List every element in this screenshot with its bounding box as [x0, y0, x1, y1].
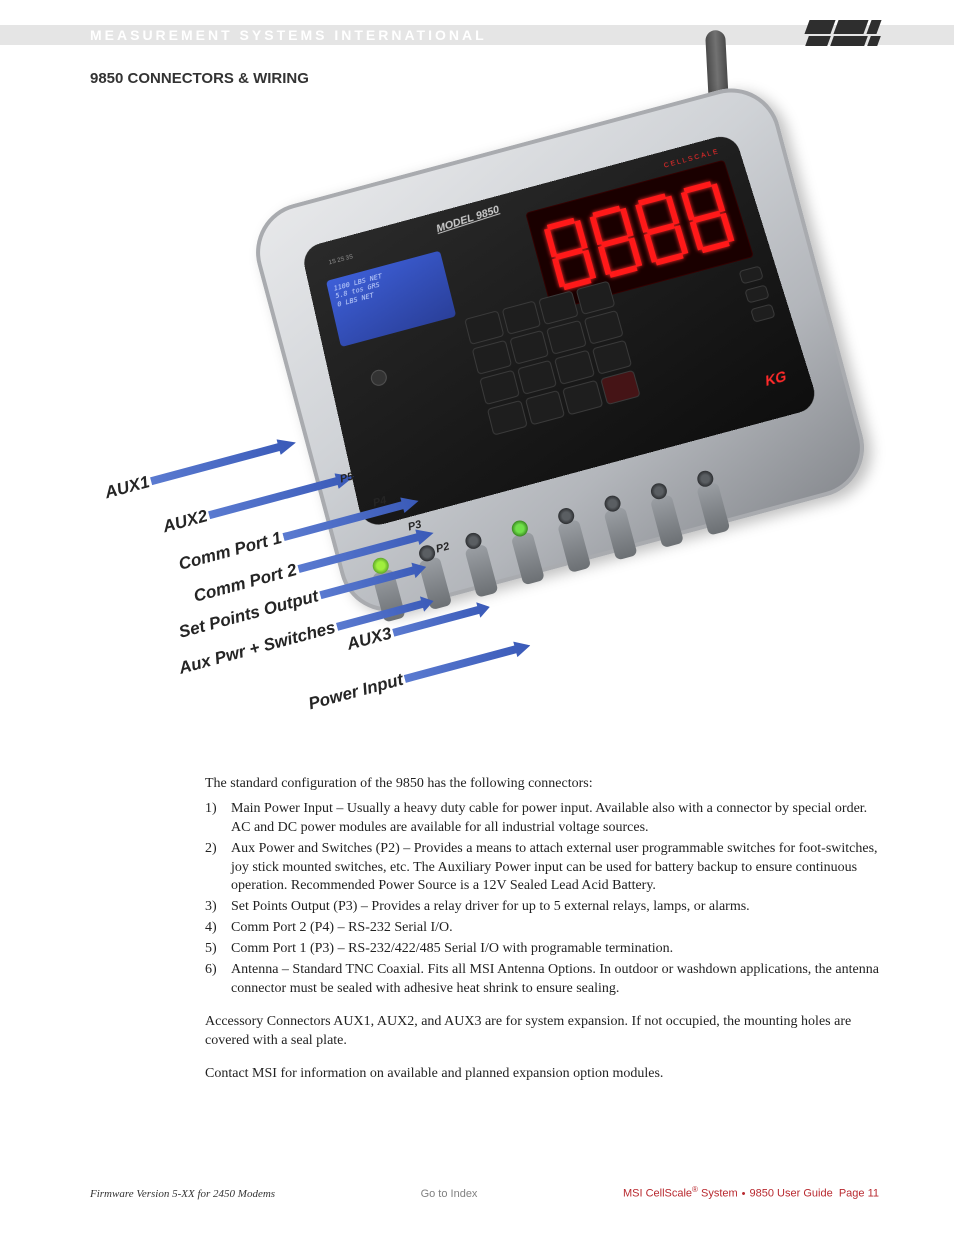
list-item: 4)Comm Port 2 (P4) – RS-232 Serial I/O. [205, 919, 879, 938]
kg-label: KG [765, 367, 786, 389]
list-item: 6)Antenna – Standard TNC Coaxial. Fits a… [205, 961, 879, 999]
footer-guide: 9850 User Guide [750, 1188, 833, 1200]
side-buttons [739, 265, 776, 322]
footer: Firmware Version 5-XX for 2450 Modems Go… [0, 1185, 954, 1200]
company-name: MEASUREMENT SYSTEMS INTERNATIONAL [90, 27, 487, 43]
aux1-label: AUX1 [103, 472, 152, 503]
firmware-version: Firmware Version 5-XX for 2450 Modems [90, 1188, 275, 1200]
footer-brand: MSI CellScale [623, 1188, 692, 1200]
msi-logo-row2 [807, 36, 879, 46]
page-num: 11 [868, 1188, 879, 1200]
body-text: The standard configuration of the 9850 h… [205, 775, 879, 1089]
page-label: Page [839, 1188, 868, 1200]
list-item: 5)Comm Port 1 (P3) – RS-232/422/485 Seri… [205, 940, 879, 959]
intro-text: The standard configuration of the 9850 h… [205, 775, 879, 794]
callout-power: Power Input [306, 636, 533, 715]
connector-list: 1)Main Power Input – Usually a heavy dut… [205, 800, 879, 999]
power-button [369, 368, 388, 388]
lcd-display: 1100 LBS NET 5.8 tos GRS 0 LBS NET [326, 251, 456, 348]
page-info: MSI CellScale® System•9850 User Guide Pa… [623, 1185, 879, 1200]
goto-index-link[interactable]: Go to Index [275, 1188, 623, 1200]
aux2-label: AUX2 [161, 506, 210, 537]
contact-text: Contact MSI for information on available… [205, 1065, 879, 1084]
list-item: 1)Main Power Input – Usually a heavy dut… [205, 800, 879, 838]
list-item: 2)Aux Power and Switches (P2) – Provides… [205, 840, 879, 897]
list-item: 3)Set Points Output (P3) – Provides a re… [205, 898, 879, 917]
device-illustration: MODEL 9850 CELLSCALE 1S 2S 3S 1100 LBS N… [90, 60, 880, 730]
accessory-text: Accessory Connectors AUX1, AUX2, and AUX… [205, 1013, 879, 1051]
power-label: Power Input [306, 670, 405, 714]
keypad [464, 281, 641, 436]
device: MODEL 9850 CELLSCALE 1S 2S 3S 1100 LBS N… [245, 77, 875, 622]
msi-logo [807, 20, 879, 34]
footer-system: System [698, 1188, 738, 1200]
led-display [525, 160, 754, 311]
row-labels: 1S 2S 3S [328, 254, 354, 268]
